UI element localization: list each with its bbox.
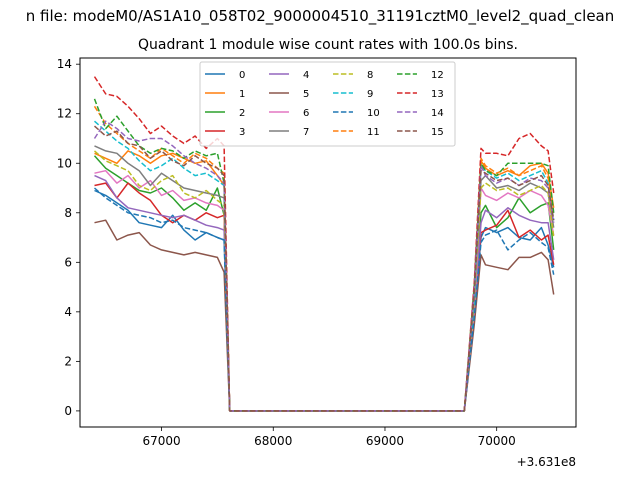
legend-label-2: 2	[239, 108, 245, 119]
y-tick-label: 0	[64, 404, 72, 418]
x-tick-label: 67000	[142, 434, 180, 448]
legend-label-9: 9	[367, 89, 373, 100]
x-offset-label: +3.631e8	[517, 455, 576, 469]
legend-label-15: 15	[431, 127, 444, 138]
y-tick-label: 2	[64, 354, 72, 368]
x-tick-label: 68000	[254, 434, 292, 448]
series-line-10	[94, 187, 555, 412]
y-tick-label: 6	[64, 255, 72, 269]
legend-label-6: 6	[303, 108, 309, 119]
legend-label-10: 10	[367, 108, 380, 119]
legend-box	[199, 61, 456, 147]
figure-suptitle: n file: modeM0/AS1A10_058T02_9000004510_…	[26, 7, 615, 26]
series-line-5	[94, 219, 555, 412]
series-layer	[93, 76, 555, 412]
legend-label-7: 7	[303, 127, 309, 138]
series-line-15	[94, 125, 555, 412]
legend-label-5: 5	[303, 89, 309, 100]
legend-label-12: 12	[431, 70, 444, 81]
y-tick-label: 14	[57, 57, 72, 71]
legend-label-8: 8	[367, 70, 373, 81]
legend-label-1: 1	[239, 89, 245, 100]
y-tick-label: 4	[64, 305, 72, 319]
legend-label-13: 13	[431, 89, 444, 100]
legend-label-11: 11	[367, 127, 380, 138]
y-tick-label: 12	[57, 107, 72, 121]
axes-frame	[79, 57, 577, 428]
y-tick-label: 10	[57, 156, 72, 170]
y-tick-label: 8	[64, 206, 72, 220]
legend-label-0: 0	[239, 70, 245, 81]
x-tick-label: 69000	[366, 434, 404, 448]
legend-label-14: 14	[431, 108, 444, 119]
x-tick-label: 70000	[478, 434, 516, 448]
axes-title: Quadrant 1 module wise count rates with …	[138, 37, 518, 53]
legend-label-4: 4	[303, 70, 309, 81]
legend-label-3: 3	[239, 127, 245, 138]
